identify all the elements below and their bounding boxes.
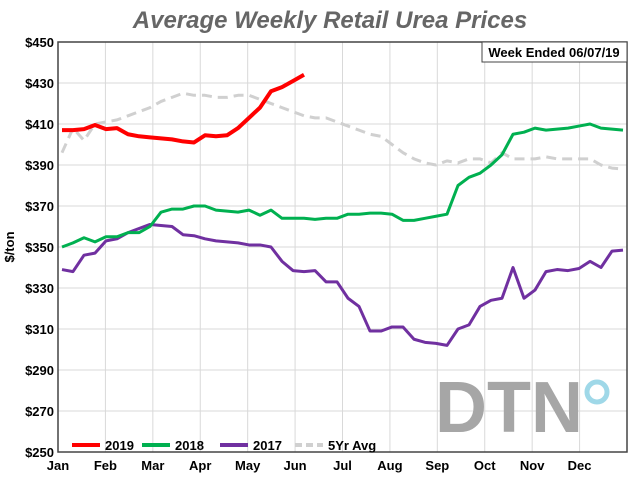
x-tick-label: May: [235, 458, 261, 473]
legend-label: 2019: [105, 438, 134, 453]
y-tick-label: $390: [25, 158, 54, 173]
y-tick-label: $410: [25, 117, 54, 132]
series-line-2018: [61, 122, 624, 249]
x-tick-label: Feb: [94, 458, 117, 473]
dtn-logo-text: DTN: [435, 368, 583, 448]
legend-label: 2017: [253, 438, 282, 453]
x-tick-label: Apr: [189, 458, 211, 473]
x-tick-label: Jan: [47, 458, 69, 473]
y-tick-label: $450: [25, 35, 54, 50]
y-tick-label: $270: [25, 404, 54, 419]
y-axis-label: $/ton: [2, 231, 17, 262]
y-tick-label: $330: [25, 281, 54, 296]
x-axis: Jan Feb Mar Apr May Jun Jul Aug Sep Oct Nov Dec: [47, 458, 592, 473]
y-tick-label: $430: [25, 76, 54, 91]
x-tick-label: Oct: [474, 458, 496, 473]
x-tick-label: Aug: [377, 458, 402, 473]
x-tick-label: Dec: [568, 458, 592, 473]
y-axis: $450 $430 $410 $390 $370 $350 $330 $310 $290 $270…: [25, 35, 54, 460]
x-tick-label: Jun: [284, 458, 307, 473]
y-tick-label: $310: [25, 322, 54, 337]
week-ended-annotation: Week Ended 06/07/19: [488, 45, 619, 60]
legend: 2019 2018 2017 5Yr Avg: [72, 438, 376, 453]
x-tick-label: Sep: [425, 458, 449, 473]
legend-label: 5Yr Avg: [328, 438, 376, 453]
y-tick-label: $370: [25, 199, 54, 214]
chart-title: Average Weekly Retail Urea Prices: [132, 7, 527, 34]
dtn-logo-circle: [584, 379, 610, 405]
plot-border: [57, 41, 628, 453]
y-tick-label: $250: [25, 445, 54, 460]
y-tick-label: $290: [25, 363, 54, 378]
series-line-2017: [61, 222, 624, 347]
series-line-5yr-avg: [60, 91, 624, 171]
series-lines: [60, 73, 624, 347]
x-tick-label: Nov: [520, 458, 545, 473]
week-ended-box: [481, 41, 628, 63]
x-tick-label: Jul: [333, 458, 352, 473]
series-line-2019: [62, 73, 305, 145]
dtn-logo-watermark: DTN: [435, 368, 610, 448]
legend-label: 2018: [175, 438, 204, 453]
y-tick-label: $350: [25, 240, 54, 255]
x-tick-label: Mar: [141, 458, 164, 473]
